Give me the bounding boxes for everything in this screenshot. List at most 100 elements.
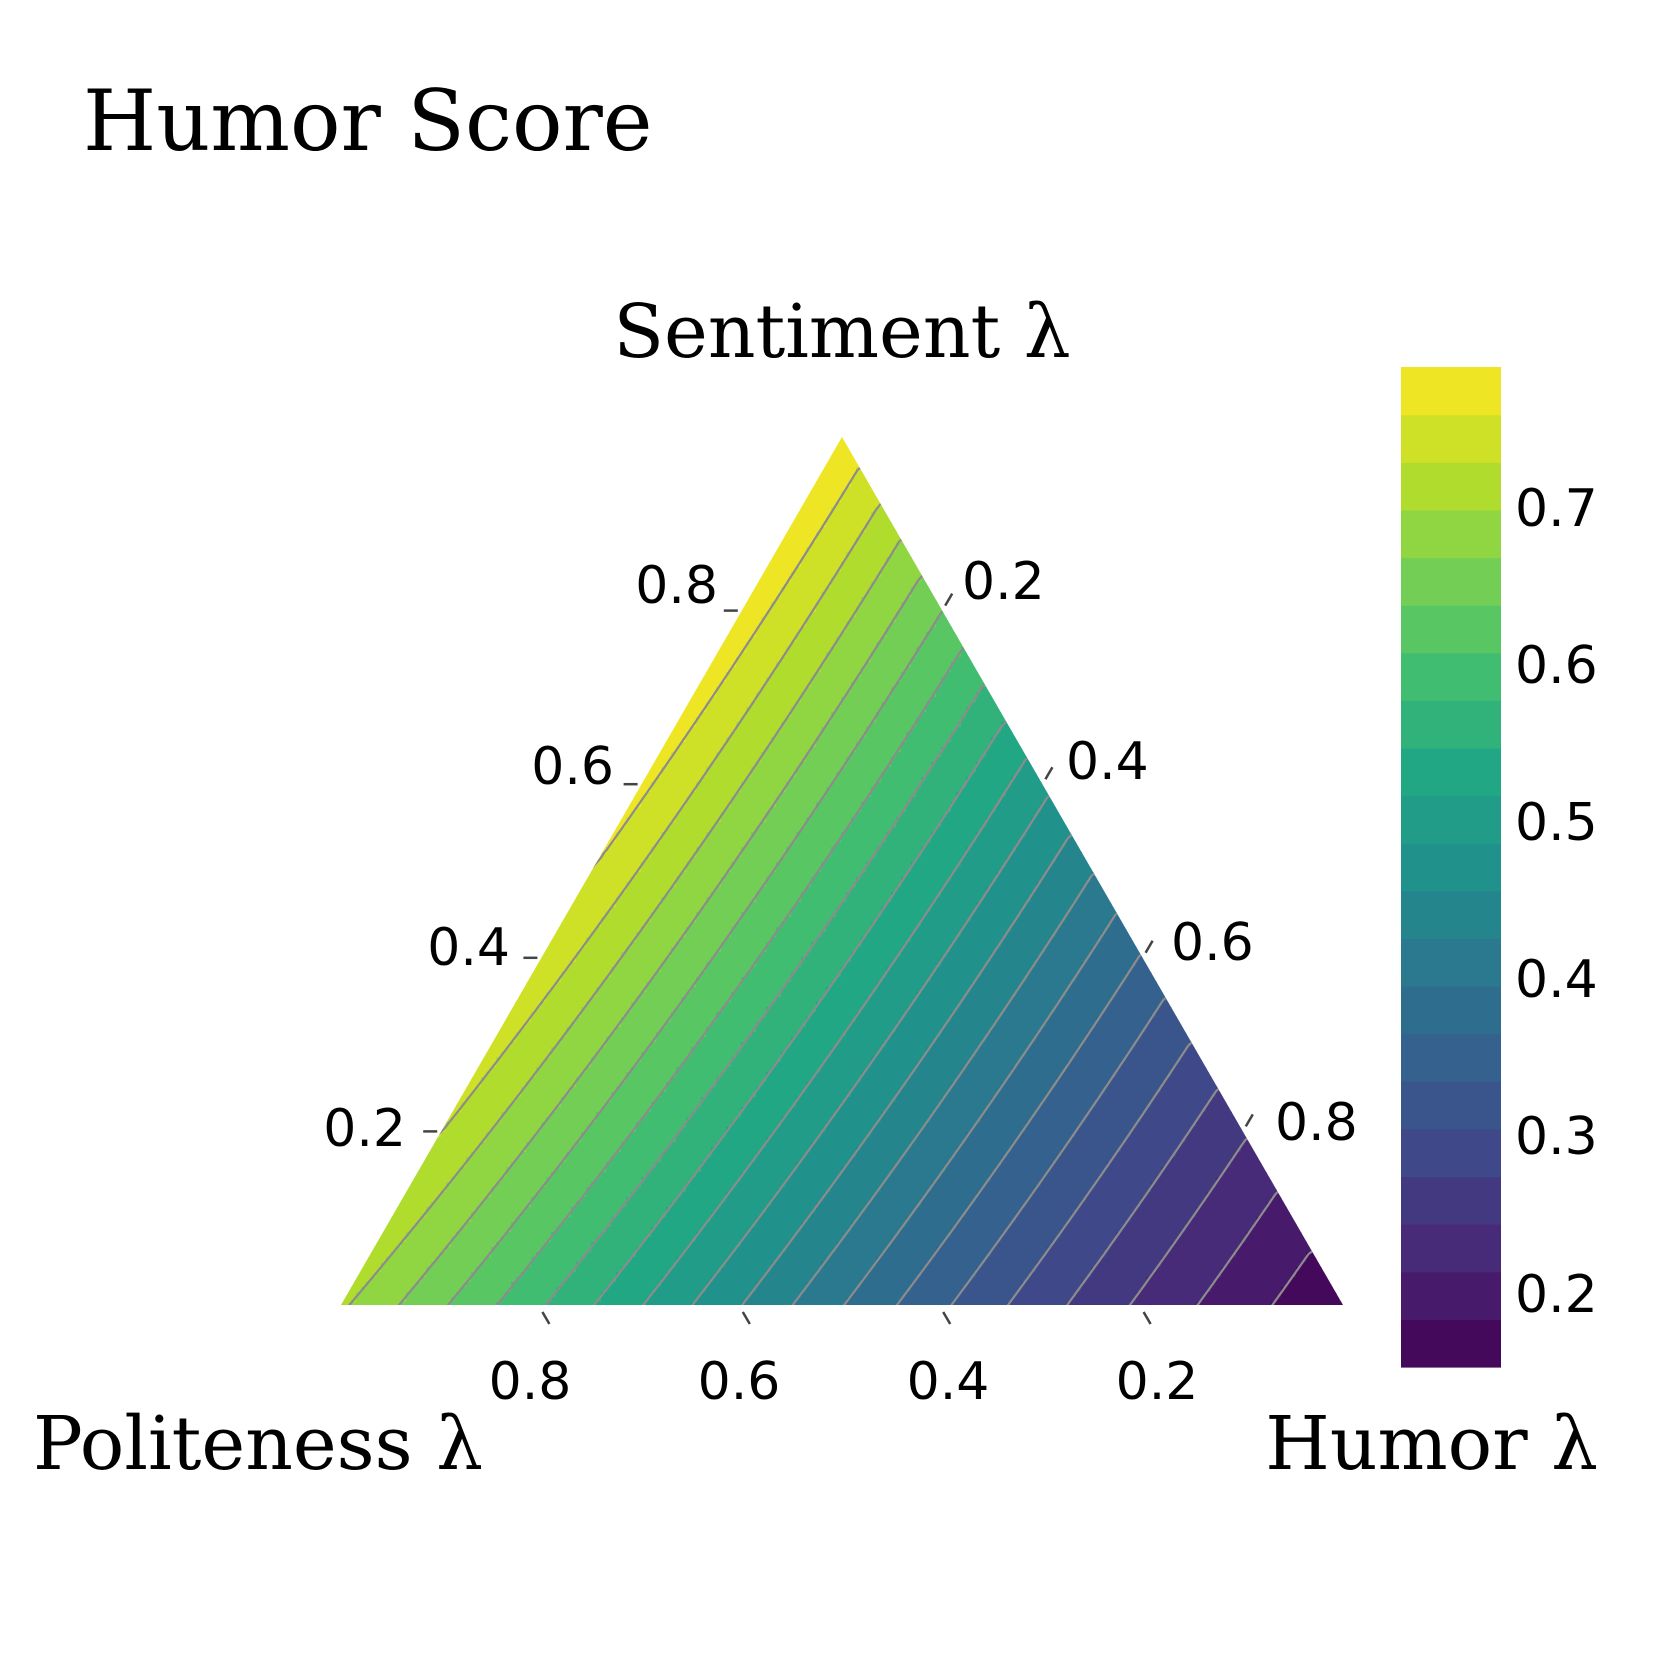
contour-cell <box>921 487 927 493</box>
contour-cell <box>661 512 667 518</box>
contour-cell <box>741 452 747 458</box>
contour-cell <box>1221 437 1227 443</box>
contour-cell <box>831 457 837 463</box>
contour-cell <box>471 437 477 438</box>
contour-cell <box>371 552 377 558</box>
contour-cell <box>366 457 372 463</box>
contour-cell <box>946 477 952 483</box>
contour-cell <box>531 437 537 443</box>
contour-cell <box>1206 447 1212 453</box>
contour-cell <box>1061 487 1067 493</box>
contour-cell <box>871 477 877 483</box>
contour-cell <box>986 497 992 503</box>
contour-cell <box>901 482 907 488</box>
contour-cell <box>831 522 837 528</box>
contour-cell <box>1316 542 1322 548</box>
contour-cell <box>1191 452 1197 458</box>
contour-cell <box>836 522 842 528</box>
contour-cell <box>806 542 812 548</box>
contour-cell <box>571 487 577 493</box>
contour-cell <box>366 527 372 533</box>
contour-cell <box>711 442 717 448</box>
contour-cell <box>566 437 572 438</box>
contour-cell <box>896 522 902 528</box>
contour-cell <box>1021 457 1027 463</box>
contour-cell <box>1171 547 1177 553</box>
contour-cell <box>931 527 937 533</box>
contour-cell <box>1311 507 1317 513</box>
contour-cell <box>911 507 917 513</box>
contour-cell <box>686 482 692 488</box>
contour-cell <box>1056 542 1062 548</box>
contour-cell <box>726 462 732 468</box>
contour-cell <box>356 497 362 503</box>
contour-cell <box>1101 462 1107 468</box>
contour-cell <box>776 527 782 533</box>
contour-cell <box>886 527 892 533</box>
contour-cell <box>1181 507 1187 513</box>
contour-cell <box>621 477 627 483</box>
contour-cell <box>656 482 662 488</box>
contour-cell <box>761 532 767 538</box>
contour-cell <box>486 477 492 483</box>
contour-cell <box>736 452 742 458</box>
contour-cell <box>961 452 967 458</box>
contour-cell <box>486 457 492 463</box>
contour-cell <box>1086 472 1092 478</box>
contour-cell <box>541 532 547 538</box>
contour-cell <box>1181 502 1187 508</box>
contour-cell <box>946 467 952 473</box>
contour-cell <box>1136 527 1142 533</box>
contour-cell <box>1031 472 1037 478</box>
contour-cell <box>766 552 772 558</box>
contour-cell <box>861 542 867 548</box>
contour-cell <box>701 512 707 518</box>
contour-cell <box>631 532 637 538</box>
contour-cell <box>1216 457 1222 463</box>
contour-cell <box>1156 437 1162 443</box>
contour-cell <box>946 457 952 463</box>
contour-cell <box>1276 522 1282 528</box>
contour-cell <box>811 442 817 448</box>
contour-cell <box>376 492 382 498</box>
contour-cell <box>946 482 952 488</box>
contour-cell <box>1286 442 1292 448</box>
contour-cell <box>1146 482 1152 488</box>
contour-cell <box>521 437 527 438</box>
contour-cell <box>1266 507 1272 513</box>
contour-cell <box>926 437 932 438</box>
contour-cell <box>526 437 532 443</box>
contour-cell <box>761 502 767 508</box>
contour-cell <box>991 532 997 538</box>
contour-cell <box>631 482 637 488</box>
contour-cell <box>716 437 722 443</box>
contour-cell <box>1311 472 1317 478</box>
contour-cell <box>911 437 917 443</box>
contour-cell <box>871 487 877 493</box>
contour-cell <box>911 512 917 518</box>
contour-cell <box>571 447 577 453</box>
contour-cell <box>776 447 782 453</box>
contour-cell <box>601 512 607 518</box>
contour-cell <box>501 547 507 553</box>
contour-cell <box>811 512 817 518</box>
contour-cell <box>1221 537 1227 543</box>
contour-cell <box>966 437 972 443</box>
contour-cell <box>551 442 557 448</box>
contour-cell <box>771 547 777 553</box>
contour-cell <box>1261 477 1267 483</box>
contour-cell <box>956 467 962 473</box>
contour-cell <box>636 457 642 463</box>
contour-cell <box>551 467 557 473</box>
contour-cell <box>751 447 757 453</box>
contour-cell <box>616 452 622 458</box>
contour-cell <box>966 537 972 543</box>
contour-cell <box>711 462 717 468</box>
contour-cell <box>1176 487 1182 493</box>
contour-cell <box>541 542 547 548</box>
contour-cell <box>786 512 792 518</box>
contour-cell <box>1271 522 1277 528</box>
contour-cell <box>1286 512 1292 518</box>
contour-cell <box>366 512 372 518</box>
contour-cell <box>811 552 817 558</box>
